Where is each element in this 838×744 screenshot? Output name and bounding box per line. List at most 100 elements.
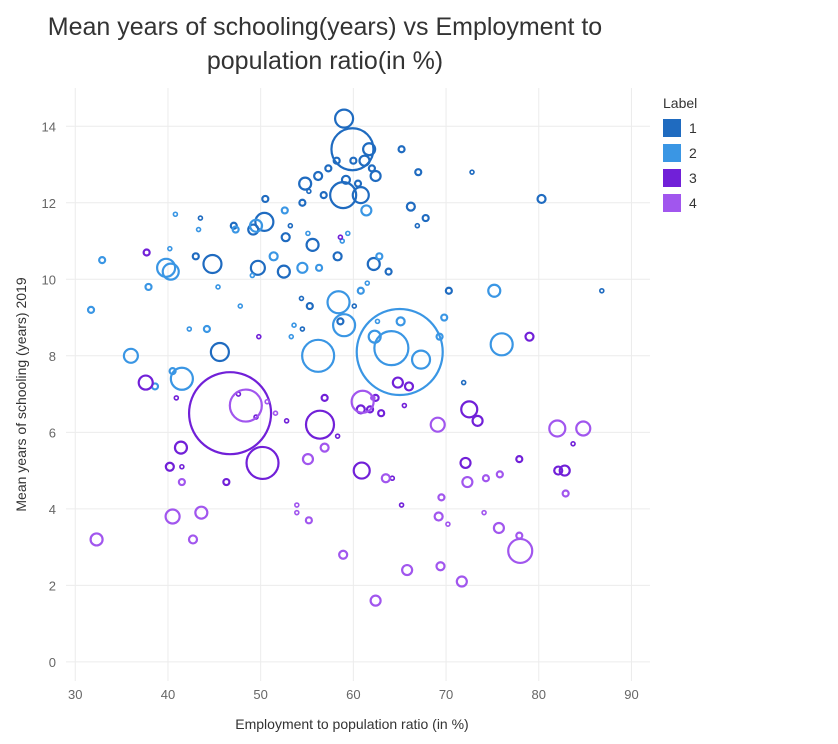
data-point-series-3 [187, 371, 273, 456]
data-point-series-1 [444, 286, 453, 295]
legend-label: 1 [689, 119, 697, 136]
data-point-series-2 [364, 280, 371, 286]
data-point-series-1 [336, 317, 345, 326]
legend-title: Label [663, 95, 698, 111]
legend-item-3[interactable]: 3 [663, 165, 697, 190]
data-point-series-3 [391, 376, 404, 389]
data-point-series-1 [332, 156, 341, 165]
data-point-series-3 [570, 440, 576, 447]
data-point-series-2 [345, 230, 351, 237]
data-point-series-2 [301, 338, 336, 373]
data-point-series-2 [314, 263, 324, 272]
data-point-series-1 [276, 264, 291, 279]
legend-swatch [663, 143, 681, 162]
data-point-series-4 [164, 508, 181, 525]
data-point-series-1 [351, 186, 370, 205]
data-point-series-4 [435, 561, 446, 572]
data-point-series-1 [349, 156, 358, 165]
data-point-series-4 [369, 594, 382, 607]
data-point-series-4 [433, 511, 444, 522]
x-tick-label: 80 [532, 687, 546, 702]
y-axis-title: Mean years of schooling (years) 2019 [13, 277, 29, 511]
legend-swatch [663, 168, 681, 187]
data-point-series-1 [358, 154, 371, 167]
data-point-series-2 [215, 284, 221, 290]
data-point-series-1 [305, 237, 320, 252]
data-point-series-1 [421, 213, 430, 223]
data-point-series-2 [86, 305, 96, 314]
data-point-series-4 [177, 477, 186, 487]
legend-item-1[interactable]: 1 [663, 115, 697, 140]
legend: Label 1 2 3 4 [663, 95, 697, 215]
data-point-series-2 [280, 206, 289, 215]
data-point-series-4 [294, 502, 300, 508]
data-point-series-3 [137, 374, 154, 391]
data-point-series-1 [366, 256, 381, 272]
data-point-series-4 [481, 474, 491, 483]
data-point-series-1 [191, 252, 200, 261]
data-point-series-3 [377, 409, 386, 418]
data-point-series-4 [187, 534, 199, 545]
data-point-series-4 [272, 410, 279, 416]
data-point-series-3 [352, 461, 371, 480]
x-tick-label: 70 [439, 687, 453, 702]
data-point-series-1 [414, 168, 423, 177]
data-point-series-2 [195, 226, 202, 233]
data-point-series-2 [296, 261, 309, 274]
data-point-series-1 [333, 108, 355, 129]
legend-item-4[interactable]: 4 [663, 190, 697, 215]
x-tick-label: 60 [346, 687, 360, 702]
data-point-series-3 [471, 414, 484, 427]
data-point-series-3 [142, 248, 151, 257]
x-tick-label: 50 [253, 687, 267, 702]
data-point-series-1 [598, 287, 605, 294]
data-point-series-1 [332, 251, 343, 262]
data-point-series-4 [575, 420, 592, 437]
data-point-series-3 [334, 433, 341, 439]
data-point-series-2 [169, 366, 194, 391]
data-point-series-1 [249, 259, 266, 276]
data-point-series-3 [320, 393, 329, 402]
data-point-series-1 [280, 232, 291, 243]
data-point-series-2 [288, 333, 295, 340]
data-point-series-3 [459, 456, 472, 470]
data-point-series-3 [524, 331, 535, 342]
data-point-series-2 [161, 262, 180, 281]
chart-title-line-2: population ratio(in %) [206, 47, 444, 75]
data-point-series-3 [245, 445, 280, 481]
legend-item-2[interactable]: 2 [663, 140, 697, 165]
data-point-series-2 [156, 257, 177, 278]
data-point-series-1 [397, 145, 406, 154]
data-point-series-2 [331, 313, 357, 338]
data-point-series-1 [330, 127, 375, 172]
legend-swatch [663, 118, 681, 137]
data-point-series-2 [360, 204, 373, 217]
data-point-series-2 [98, 256, 107, 265]
data-point-series-2 [167, 245, 173, 252]
y-tick-label: 6 [49, 425, 56, 440]
data-point-series-2 [202, 324, 212, 334]
data-point-series-3 [553, 465, 564, 476]
data-point-series-4 [548, 419, 567, 438]
data-point-series-1 [197, 215, 204, 221]
data-point-series-2 [355, 307, 444, 397]
data-point-series-4 [304, 516, 313, 525]
x-tick-label: 40 [161, 687, 175, 702]
data-point-series-1 [261, 194, 270, 204]
data-point-series-2 [356, 286, 365, 295]
data-point-series-4 [495, 470, 504, 479]
data-point-series-4 [515, 531, 524, 540]
chart-title-line-1: Mean years of schooling(years) vs Employ… [47, 13, 603, 41]
data-point-series-4 [89, 532, 104, 547]
data-point-series-3 [398, 502, 405, 508]
data-point-series-1 [202, 253, 223, 275]
data-point-series-3 [558, 464, 571, 477]
data-point-series-2 [410, 349, 432, 370]
data-point-series-1 [340, 174, 352, 185]
data-point-series-4 [481, 509, 487, 516]
data-point-series-1 [298, 295, 305, 302]
y-tick-label: 4 [49, 502, 56, 517]
chart-title: Mean years of schooling(years) vs Employ… [0, 10, 650, 78]
data-point-series-3 [283, 418, 290, 424]
